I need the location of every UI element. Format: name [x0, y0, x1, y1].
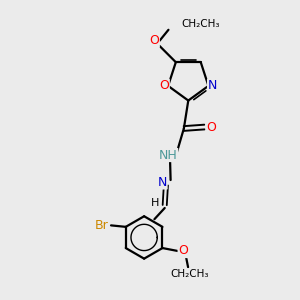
Text: CH₂CH₃: CH₂CH₃: [170, 269, 209, 279]
Text: CH₂CH₃: CH₂CH₃: [182, 19, 220, 29]
Text: H: H: [151, 198, 160, 208]
Text: Br: Br: [95, 219, 109, 232]
Text: O: O: [159, 80, 169, 92]
Text: NH: NH: [159, 148, 178, 161]
Text: N: N: [158, 176, 167, 189]
Text: O: O: [149, 34, 159, 47]
Text: O: O: [178, 244, 188, 257]
Text: O: O: [206, 121, 216, 134]
Text: N: N: [208, 80, 217, 92]
